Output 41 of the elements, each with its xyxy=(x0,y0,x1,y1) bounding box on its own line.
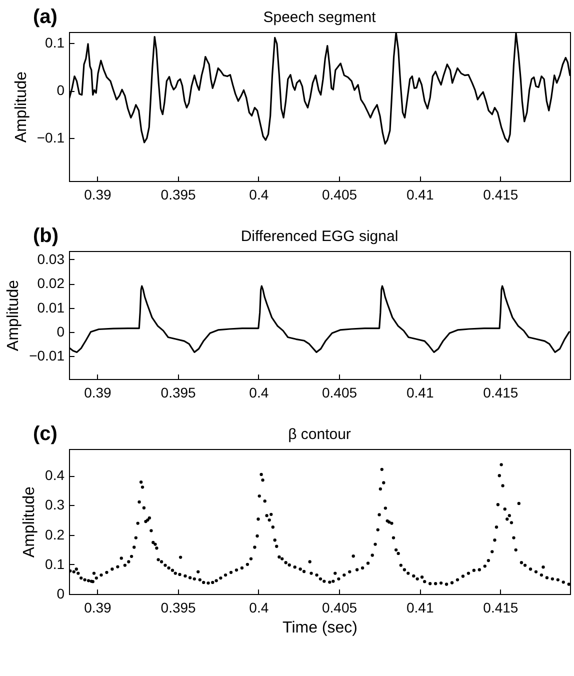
y-axis-title: Amplitude xyxy=(12,71,30,143)
x-tick-label: 0.405 xyxy=(322,600,358,616)
x-tick-label: 0.4 xyxy=(249,600,269,616)
x-tick-label: 0.4 xyxy=(249,384,269,400)
x-tick-label: 0.415 xyxy=(483,384,518,400)
y-tick-label: 0.1 xyxy=(45,34,65,50)
text: (c) xyxy=(33,423,58,445)
y-tick-label: −0.1 xyxy=(36,130,65,146)
x-tick-label: 0.415 xyxy=(483,186,518,202)
x-tick-label: 0.41 xyxy=(406,186,434,202)
chart-title: Speech segment xyxy=(263,9,377,26)
chart-title: Differenced EGG signal xyxy=(240,228,398,245)
y-tick-label: 0 xyxy=(56,586,65,602)
chart-title: β contour xyxy=(288,426,351,443)
x-tick-label: 0.41 xyxy=(406,384,434,400)
x-tick-label: 0.39 xyxy=(84,600,112,616)
x-tick-label: 0.405 xyxy=(322,186,358,202)
x-axis-title: Time (sec) xyxy=(282,620,358,636)
y-axis-title: Amplitude xyxy=(5,280,22,352)
x-tick-label: 0.395 xyxy=(160,384,196,400)
y-tick-label: 0.1 xyxy=(45,556,65,572)
y-tick-label: 0.02 xyxy=(37,275,65,292)
y-tick-label: 0.03 xyxy=(37,250,65,267)
y-tick-label: 0.3 xyxy=(45,496,65,513)
y-tick-label: 0 xyxy=(56,82,65,98)
x-tick-label: 0.405 xyxy=(322,384,358,400)
x-tick-label: 0.395 xyxy=(160,600,196,616)
y-axis-title: Amplitude xyxy=(21,486,38,558)
y-tick-label: −0.01 xyxy=(29,348,65,364)
text: (a) xyxy=(33,6,58,28)
x-tick-label: 0.395 xyxy=(160,186,196,202)
text: (b) xyxy=(33,225,59,247)
y-tick-label: 0.4 xyxy=(45,467,65,484)
x-tick-label: 0.415 xyxy=(483,600,518,616)
y-tick-label: 0 xyxy=(56,323,65,340)
y-tick-label: 0.01 xyxy=(37,299,65,316)
y-tick-label: 0.2 xyxy=(45,526,65,542)
x-tick-label: 0.39 xyxy=(84,384,112,400)
x-tick-label: 0.4 xyxy=(249,186,269,202)
x-tick-label: 0.39 xyxy=(84,186,112,202)
x-tick-label: 0.41 xyxy=(406,600,434,616)
